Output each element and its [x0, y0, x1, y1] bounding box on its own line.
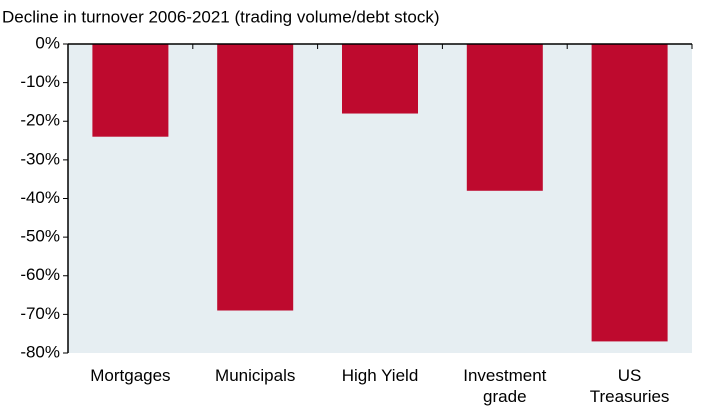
x-tick-label-line: Investment [463, 366, 546, 385]
x-tick-label: Mortgages [90, 366, 170, 385]
x-tick-label-line: Treasuries [590, 387, 670, 406]
y-tick-label: -10% [20, 72, 60, 91]
x-tick-label-line: Municipals [215, 366, 295, 385]
x-tick-label: US Treasuries [590, 366, 670, 406]
x-tick-label: Investment grade [463, 366, 546, 406]
bar [342, 44, 418, 114]
x-tick-label-line: grade [483, 387, 526, 406]
y-tick-label: -70% [20, 304, 60, 323]
bar [92, 44, 169, 137]
x-tick-label-line: US [618, 366, 642, 385]
y-tick-label: 0% [35, 33, 60, 52]
y-tick-label: -60% [20, 265, 60, 284]
bar [466, 44, 543, 191]
x-tick-label-line: Mortgages [90, 366, 170, 385]
x-tick-label: High Yield [342, 366, 419, 385]
x-tick-label: Municipals [215, 366, 295, 385]
bar [591, 44, 668, 342]
y-tick-label: -50% [20, 227, 60, 246]
bar [217, 44, 294, 311]
y-tick-label: -20% [20, 111, 60, 130]
y-tick-label: -80% [20, 342, 60, 361]
chart-subtitle: Decline in turnover 2006-2021 (trading v… [2, 7, 440, 26]
y-tick-label: -40% [20, 188, 60, 207]
x-tick-label-line: High Yield [342, 366, 419, 385]
y-tick-label: -30% [20, 149, 60, 168]
